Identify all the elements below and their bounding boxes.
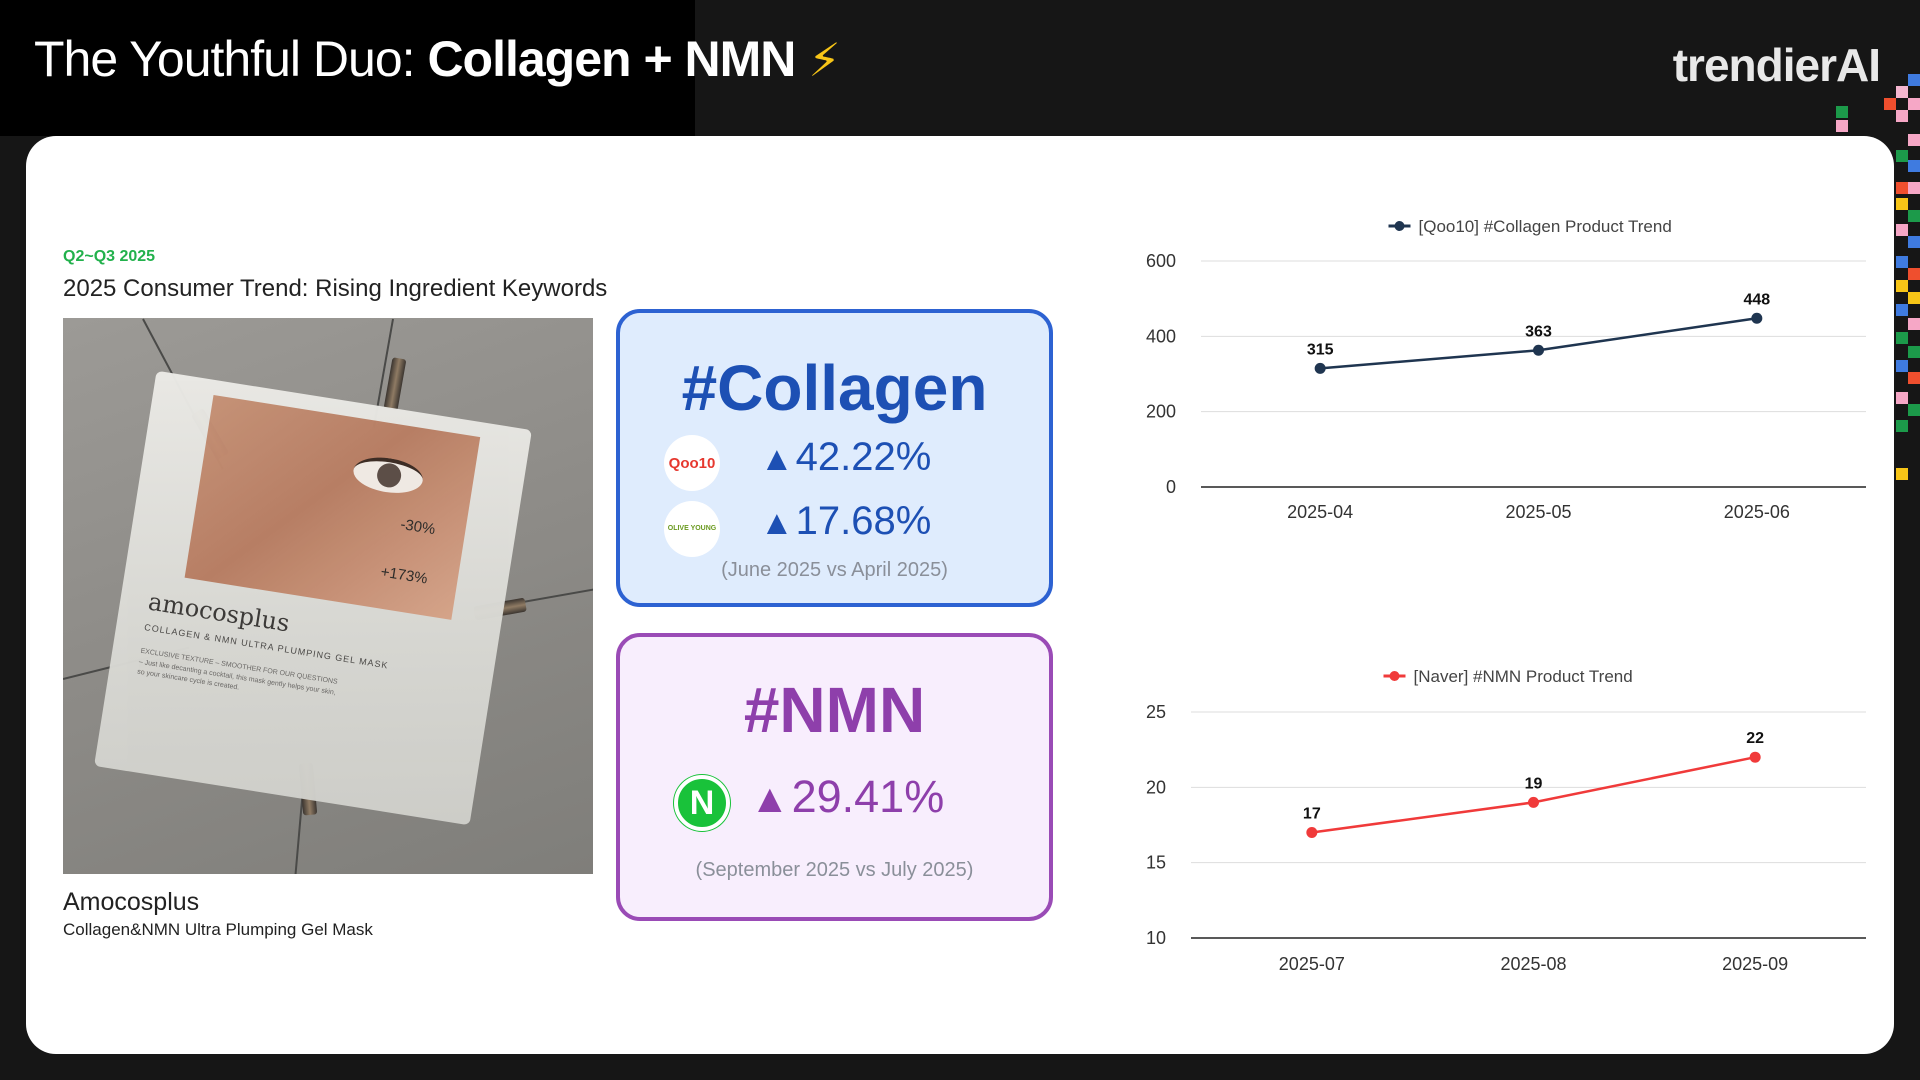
qoo10-logo-icon: Qoo10 xyxy=(664,435,720,491)
nmn-comparison-note: (September 2025 vs July 2025) xyxy=(695,859,974,881)
oliveyoung-change-value: 17.68% xyxy=(795,499,932,543)
x-tick-label: 2025-05 xyxy=(1505,502,1571,522)
data-point xyxy=(1306,827,1318,839)
legend-label: [Qoo10] #Collagen Product Trend xyxy=(1419,217,1672,236)
y-tick-label: 600 xyxy=(1146,251,1176,271)
data-point xyxy=(1314,362,1326,374)
data-point xyxy=(1533,344,1544,356)
up-arrow-icon: ▲ xyxy=(760,440,794,478)
y-tick-label: 200 xyxy=(1146,402,1176,422)
nmn-keyword-card: #NMN N ▲29.41% (September 2025 vs July 2… xyxy=(616,633,1053,921)
product-name: Collagen&NMN Ultra Plumping Gel Mask xyxy=(63,920,373,939)
naver-change-value: 29.41% xyxy=(791,771,945,822)
y-tick-label: 400 xyxy=(1146,326,1176,346)
data-label: 22 xyxy=(1746,730,1764,747)
data-point xyxy=(1751,312,1763,324)
data-label: 17 xyxy=(1303,806,1321,823)
up-arrow-icon: ▲ xyxy=(750,777,790,821)
product-photo: -30% +173% amocosplus COLLAGEN & NMN ULT… xyxy=(63,318,593,874)
face-photo: -30% +173% xyxy=(184,394,481,620)
x-tick-label: 2025-09 xyxy=(1722,954,1788,974)
legend-label: [Naver] #NMN Product Trend xyxy=(1414,667,1633,686)
y-tick-label: 15 xyxy=(1146,853,1166,873)
oliveyoung-change: ▲17.68% xyxy=(760,499,931,544)
qoo10-change-value: 42.22% xyxy=(795,435,932,479)
collagen-keyword-title: #Collagen xyxy=(681,352,988,424)
naver-change: ▲29.41% xyxy=(750,771,944,823)
up-arrow-icon: ▲ xyxy=(760,504,794,542)
x-tick-label: 2025-08 xyxy=(1500,954,1566,974)
y-tick-label: 0 xyxy=(1166,477,1176,497)
slide-title: The Youthful Duo: Collagen + NMN ⚡ xyxy=(34,30,841,88)
header-background xyxy=(0,0,695,136)
slide-title-bold: Collagen + NMN xyxy=(427,31,796,87)
mask-stat-2: +173% xyxy=(379,563,429,588)
lightning-icon: ⚡ xyxy=(808,34,840,86)
data-label: 19 xyxy=(1525,775,1543,792)
data-point xyxy=(1749,751,1761,763)
y-tick-label: 20 xyxy=(1146,777,1166,797)
collagen-keyword-card: #Collagen Qoo10 ▲42.22% OLIVE YOUNG ▲17.… xyxy=(616,309,1053,607)
qoo10-change: ▲42.22% xyxy=(760,435,931,480)
collagen-trend-chart: [Qoo10] #Collagen Product Trend 0 200 400 60… xyxy=(1146,217,1866,522)
content-card: Q2~Q3 2025 2025 Consumer Trend: Rising I… xyxy=(26,136,1894,1054)
x-tick-label: 2025-04 xyxy=(1287,502,1353,522)
legend-marker xyxy=(1389,671,1400,681)
trendierai-logo: trendierAI xyxy=(1672,39,1881,91)
x-tick-label: 2025-06 xyxy=(1724,502,1790,522)
nmn-keyword-title: #NMN xyxy=(743,674,926,746)
data-label: 363 xyxy=(1525,323,1552,340)
gel-mask-package: -30% +173% amocosplus COLLAGEN & NMN ULT… xyxy=(94,370,532,826)
y-tick-label: 10 xyxy=(1146,928,1166,948)
mask-stat-1: -30% xyxy=(399,515,437,539)
y-tick-label: 25 xyxy=(1146,702,1166,722)
data-label: 448 xyxy=(1743,291,1770,308)
legend-marker xyxy=(1394,221,1405,231)
data-point xyxy=(1528,796,1539,808)
period-label: Q2~Q3 2025 xyxy=(63,248,156,265)
naver-logo-icon: N xyxy=(674,775,730,831)
section-heading: 2025 Consumer Trend: Rising Ingredient K… xyxy=(63,275,608,302)
oliveyoung-logo-icon: OLIVE YOUNG xyxy=(664,501,720,557)
data-label: 315 xyxy=(1307,341,1334,358)
slide-title-light: The Youthful Duo: xyxy=(34,31,428,87)
product-brand: Amocosplus xyxy=(63,888,200,916)
collagen-comparison-note: (June 2025 vs April 2025) xyxy=(721,559,948,581)
x-tick-label: 2025-07 xyxy=(1279,954,1345,974)
series-line xyxy=(1311,755,1756,834)
nmn-trend-chart: [Naver] #NMN Product Trend 10 15 20 25 2025-0… xyxy=(1146,667,1866,974)
